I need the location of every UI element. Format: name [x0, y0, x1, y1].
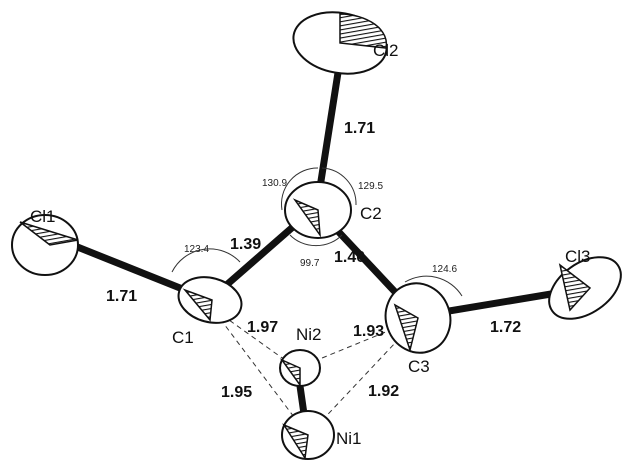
atom-label: Cl3 [565, 247, 591, 266]
bond-label: 1.95 [221, 384, 252, 401]
bond-label: 1.92 [368, 383, 399, 400]
bond-label: 1.72 [490, 319, 521, 336]
bond-label: 1.71 [106, 288, 137, 305]
angle-label: 129.5 [358, 181, 383, 192]
bond-label: 1.93 [353, 323, 384, 340]
bond-label: 1.97 [247, 319, 278, 336]
atom-label: Ni1 [336, 429, 362, 448]
atom-labels: Cl1 Cl2 Cl3 C1 C2 C3 Ni1 Ni2 [30, 41, 591, 448]
atom-label: C1 [172, 328, 194, 347]
angle-label: 124.6 [432, 264, 457, 275]
atoms [12, 5, 628, 459]
angle-label: 130.9 [262, 178, 287, 189]
bond [318, 60, 340, 200]
bond-label: 1.40 [334, 249, 365, 266]
atom-label: C3 [408, 357, 430, 376]
angle-label: 123.4 [184, 244, 209, 255]
atom-label: Cl2 [373, 41, 399, 60]
atom-label: Ni2 [296, 325, 322, 344]
angle-label: 99.7 [300, 258, 320, 269]
bond-label: 1.71 [344, 120, 375, 137]
molecule-diagram: Cl1 Cl2 Cl3 C1 C2 C3 Ni1 Ni2 1.71 1.39 1… [0, 0, 628, 473]
bond-label: 1.39 [230, 236, 261, 253]
atom-label: Cl1 [30, 207, 56, 226]
atom-label: C2 [360, 204, 382, 223]
